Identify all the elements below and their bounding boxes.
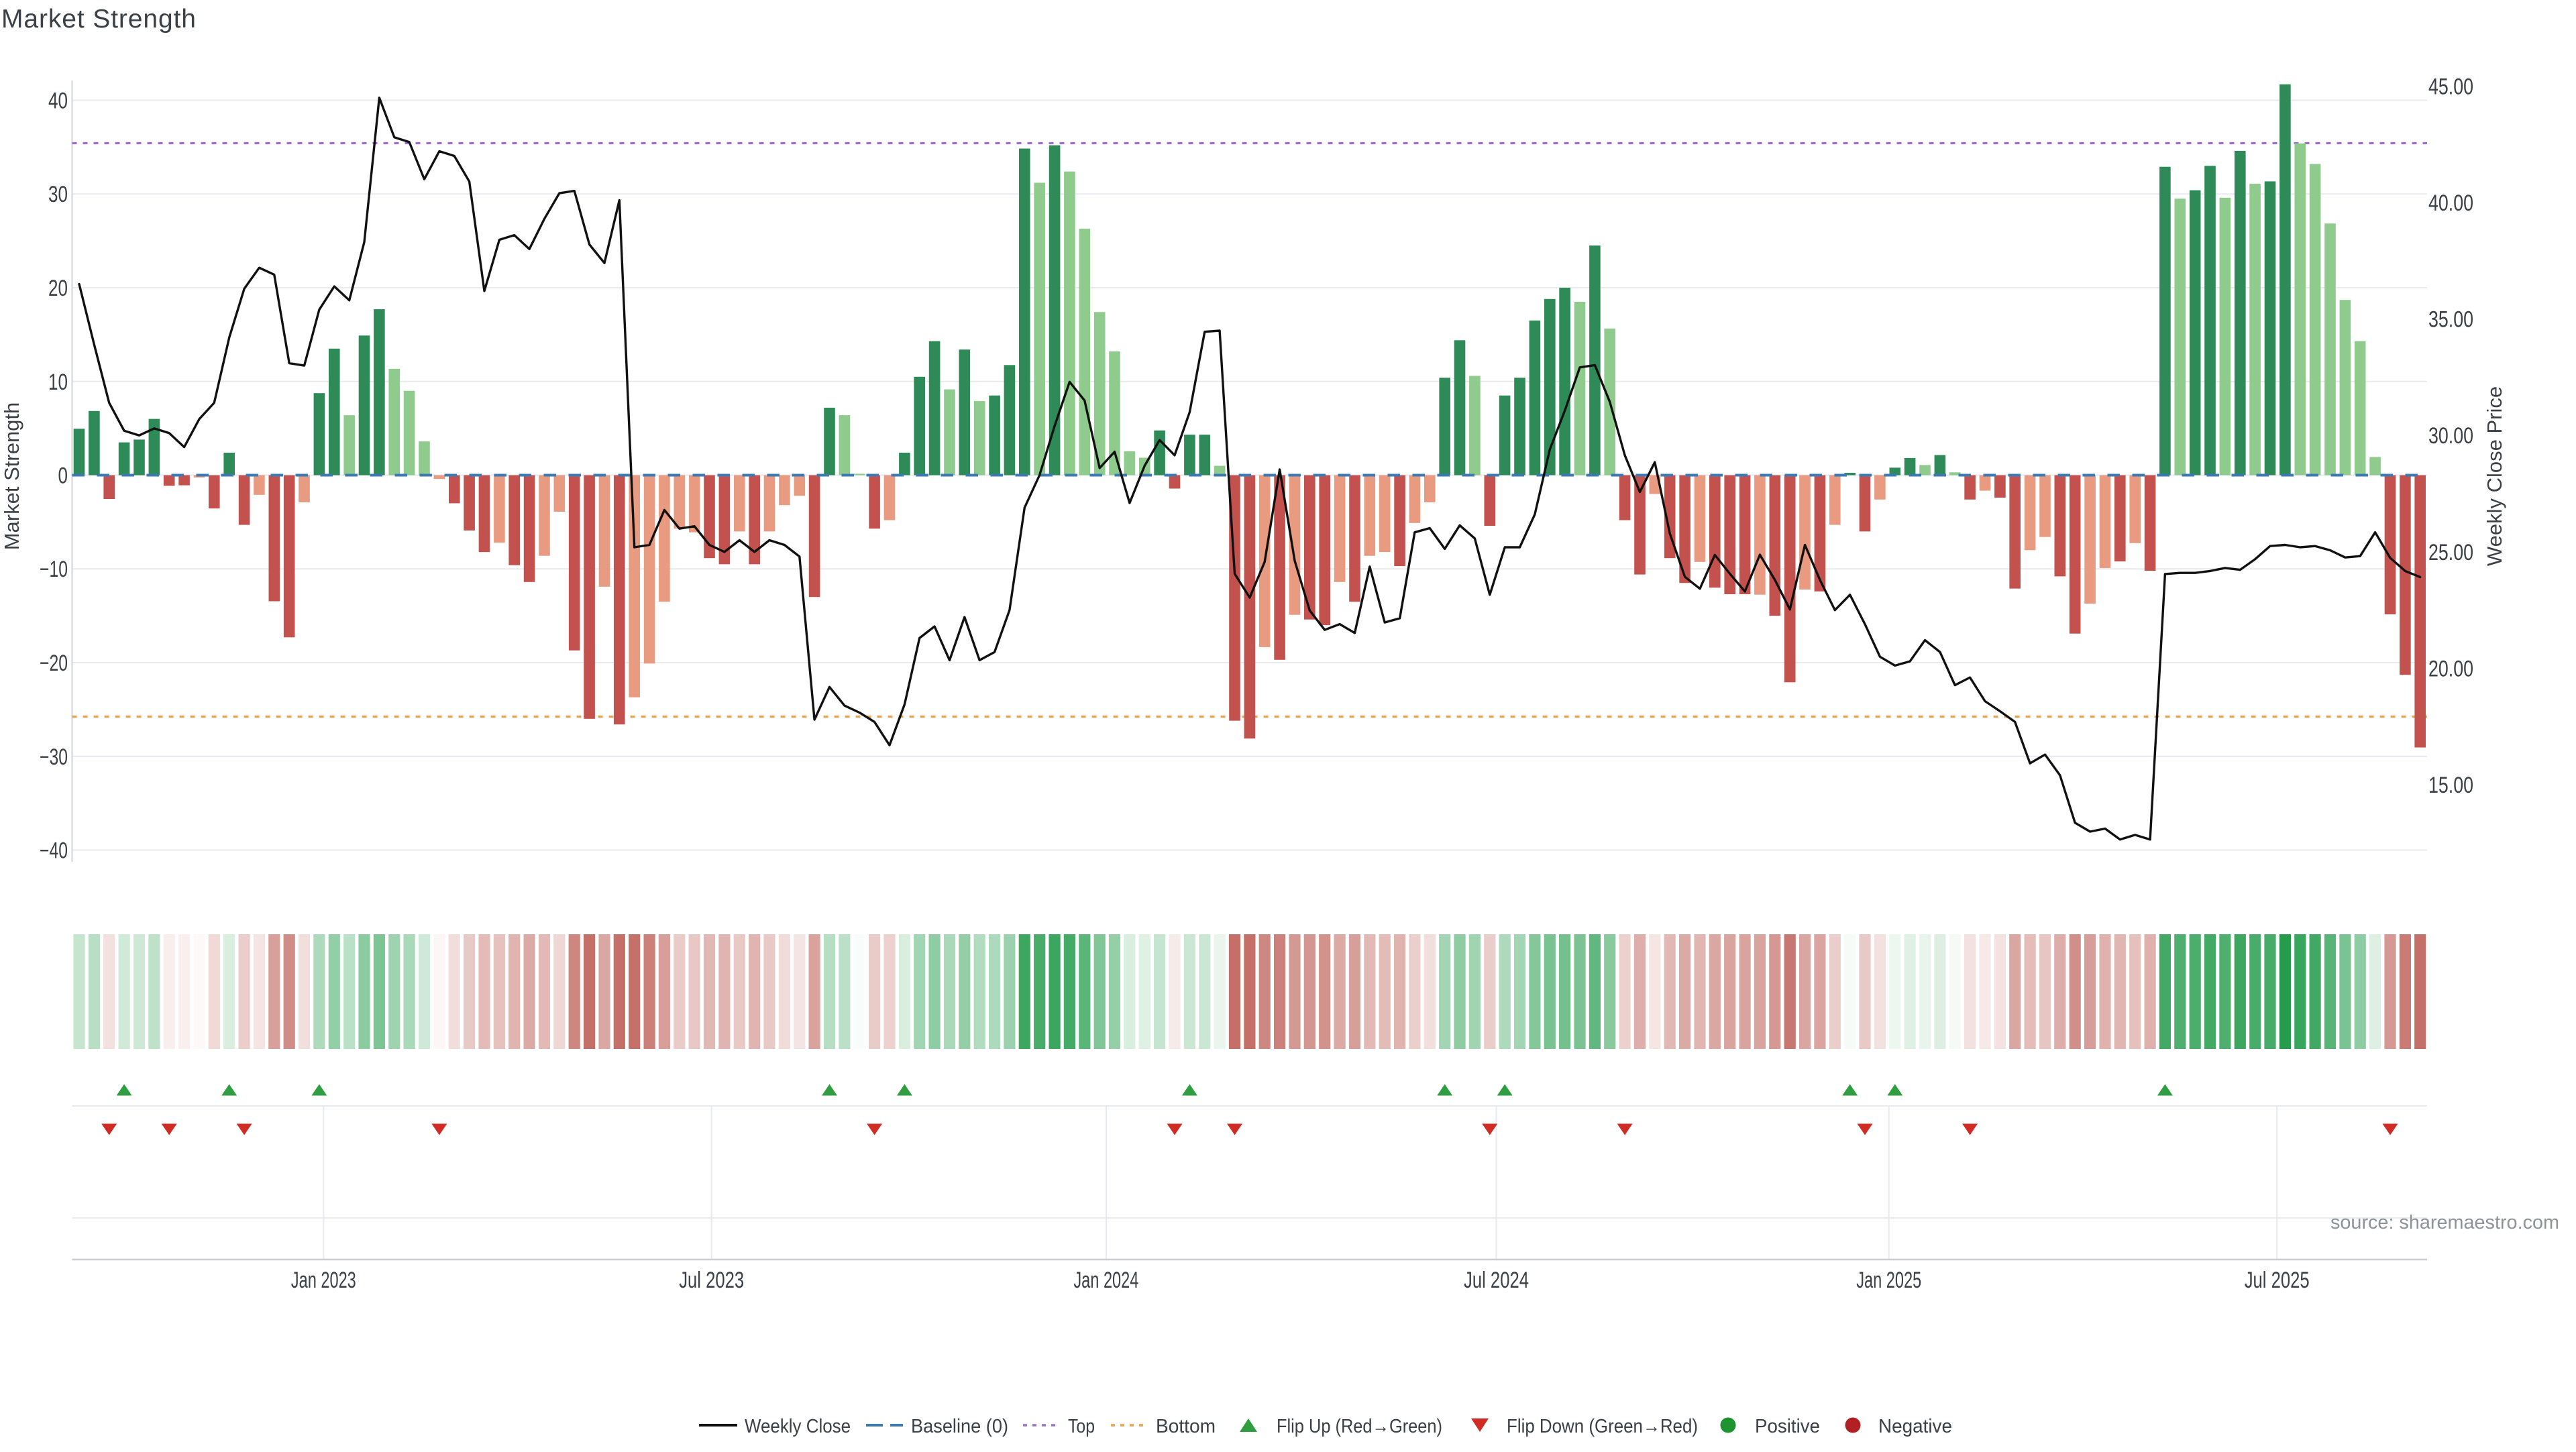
svg-text:35.00: 35.00 <box>2428 307 2473 333</box>
svg-text:Bottom: Bottom <box>1156 1416 1216 1437</box>
svg-text:−40: −40 <box>40 838 68 864</box>
svg-text:Flip Down (Green→Red): Flip Down (Green→Red) <box>1507 1416 1698 1437</box>
svg-text:30.00: 30.00 <box>2428 423 2473 449</box>
svg-text:Jan 2025: Jan 2025 <box>1856 1268 1921 1293</box>
svg-text:Weekly Close Price: Weekly Close Price <box>2483 386 2506 566</box>
svg-text:Jan 2023: Jan 2023 <box>291 1268 356 1293</box>
svg-text:10: 10 <box>48 370 68 395</box>
svg-text:source: sharemaestro.com: source: sharemaestro.com <box>2330 1212 2559 1233</box>
svg-text:Baseline (0): Baseline (0) <box>911 1416 1008 1437</box>
svg-text:Positive: Positive <box>1755 1416 1820 1437</box>
svg-text:Market Strength: Market Strength <box>0 402 23 551</box>
svg-text:20: 20 <box>48 276 68 301</box>
svg-text:45.00: 45.00 <box>2428 74 2473 99</box>
svg-text:40: 40 <box>48 89 68 114</box>
svg-text:Jan 2024: Jan 2024 <box>1073 1268 1138 1293</box>
svg-text:Top: Top <box>1068 1416 1095 1437</box>
svg-text:Jul 2024: Jul 2024 <box>1464 1268 1529 1293</box>
svg-text:Jul 2023: Jul 2023 <box>679 1268 744 1293</box>
svg-text:20.00: 20.00 <box>2428 657 2473 682</box>
svg-text:15.00: 15.00 <box>2428 773 2473 798</box>
svg-text:−20: −20 <box>40 651 68 676</box>
svg-text:40.00: 40.00 <box>2428 190 2473 216</box>
svg-text:Flip Up (Red→Green): Flip Up (Red→Green) <box>1277 1416 1442 1437</box>
svg-text:Weekly Close: Weekly Close <box>745 1416 851 1437</box>
svg-text:30: 30 <box>48 182 68 207</box>
svg-text:0: 0 <box>58 463 68 489</box>
svg-text:Negative: Negative <box>1878 1416 1952 1437</box>
svg-text:25.00: 25.00 <box>2428 540 2473 565</box>
svg-text:Market Strength: Market Strength <box>1 5 196 34</box>
svg-text:−10: −10 <box>40 557 68 582</box>
svg-text:Jul 2025: Jul 2025 <box>2245 1268 2310 1293</box>
svg-text:−30: −30 <box>40 744 68 770</box>
